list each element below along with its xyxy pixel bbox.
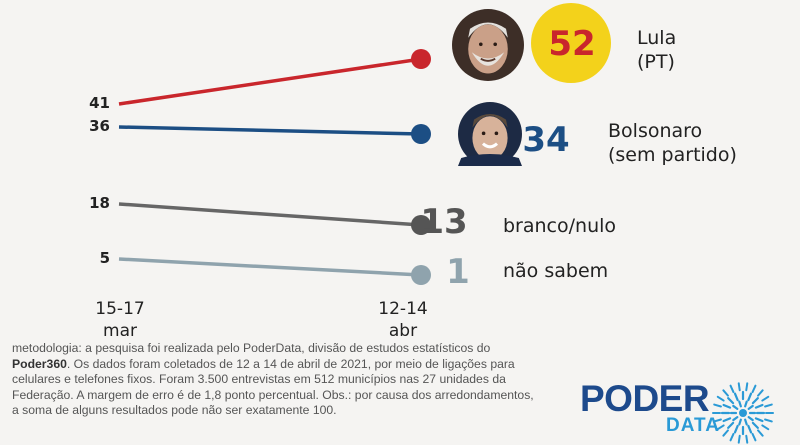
series-name-lula: Lula: [637, 27, 676, 49]
footnote-suffix: . Os dados foram coletados de 12 a 14 de…: [12, 356, 534, 418]
lula-photo: [452, 9, 524, 81]
end-value-lula: 52: [548, 24, 595, 64]
series-end-marker-nosabem: [411, 265, 431, 285]
end-value-bolsonaro: 34: [522, 120, 569, 160]
start-value-bolsonaro: 36: [89, 117, 110, 135]
series-line-branconulo: [118, 202, 422, 227]
series-name-branconulo: branco/nulo: [503, 215, 616, 237]
end-value-branconulo: 13: [420, 202, 467, 242]
methodology-footnote: metodologia: a pesquisa foi realizada pe…: [12, 341, 542, 419]
series-name-bolsonaro: Bolsonaro: [608, 120, 702, 142]
series-line-bolsonaro: [118, 125, 422, 136]
series-end-marker-branconulo: [411, 215, 431, 235]
x-tick-1-line1: 12-14: [378, 299, 427, 319]
series-end-marker-bolsonaro: [411, 124, 431, 144]
footnote-brand: Poder360: [12, 356, 67, 371]
start-value-branconulo: 18: [89, 194, 110, 212]
logo-word-data: DATA: [666, 415, 720, 436]
footnote-prefix: metodologia: a pesquisa foi realizada pe…: [12, 341, 491, 355]
x-tick-0-line1: 15-17: [95, 299, 144, 319]
series-line-nosabem: [118, 257, 422, 277]
series-name-line2-bolsonaro: (sem partido): [608, 144, 737, 166]
series-name-line2-lula: (PT): [637, 51, 675, 73]
x-tick-1-line2: abr: [389, 321, 417, 340]
line-chart: 41 52 Lula(PT) 36 34 Bolsonaro(sem partido) 18…: [89, 3, 737, 340]
start-value-lula: 41: [89, 94, 110, 112]
logo-word-poder: PODER: [580, 378, 710, 419]
bolsonaro-photo: [458, 102, 522, 166]
poderdata-logo: PODER DATA: [580, 378, 780, 444]
end-value-nosabem: 1: [446, 252, 470, 292]
start-value-nosabem: 5: [100, 249, 110, 267]
series-name-nosabem: não sabem: [503, 260, 608, 282]
series-end-marker-lula: [411, 49, 431, 69]
sunburst-icon: [712, 382, 774, 444]
series-line-lula: [118, 57, 422, 106]
x-tick-0-line2: mar: [103, 321, 137, 340]
lula-value-badge: [531, 3, 611, 83]
